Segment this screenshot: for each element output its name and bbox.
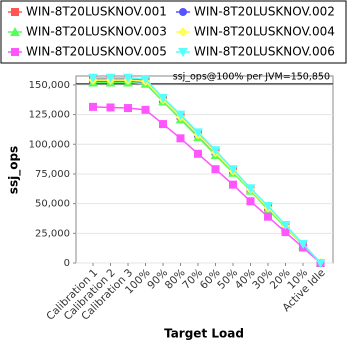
- legend-marker: [178, 48, 188, 58]
- y-tick-label: 0: [64, 258, 70, 269]
- data-point: [88, 73, 98, 83]
- data-point: [264, 212, 272, 221]
- legend-label: WIN-8T20LUSKNOV.003: [26, 25, 167, 39]
- legend-marker: [10, 26, 20, 36]
- legend-label: WIN-8T20LUSKNOV.005: [26, 45, 167, 59]
- legend-label: WIN-8T20LUSKNOV.004: [194, 25, 335, 39]
- data-point: [141, 105, 150, 114]
- data-point: [89, 102, 97, 111]
- data-point: [124, 104, 132, 113]
- legend-marker: [178, 27, 188, 37]
- data-point: [193, 128, 203, 138]
- legend-label: WIN-8T20LUSKNOV.006: [194, 45, 335, 59]
- legend-label: WIN-8T20LUSKNOV.001: [26, 5, 167, 19]
- legend-marker: [179, 8, 187, 16]
- data-point: [158, 93, 168, 104]
- data-point: [159, 120, 167, 129]
- data-point: [105, 73, 116, 83]
- legend-label: WIN-8T20LUSKNOV.002: [194, 5, 335, 19]
- y-tick-label: 150,000: [29, 80, 70, 91]
- legend-marker: [11, 48, 19, 56]
- data-point: [298, 240, 308, 250]
- data-point: [245, 184, 256, 194]
- y-tick-label: 25,000: [35, 228, 70, 239]
- y-tick-label: 125,000: [29, 110, 70, 121]
- data-point: [263, 202, 273, 212]
- data-point: [246, 197, 255, 206]
- legend-marker: [11, 8, 19, 16]
- data-point: [140, 74, 151, 85]
- data-point: [175, 110, 186, 120]
- data-point: [229, 180, 237, 189]
- data-point: [123, 73, 133, 83]
- x-axis-label: Target Load: [164, 327, 244, 341]
- annotation: ssj_ops@100% per JVM=150,850: [173, 71, 330, 82]
- data-point: [228, 165, 238, 175]
- data-point: [210, 146, 221, 156]
- data-point: [315, 259, 326, 269]
- legend-box: [0, 0, 347, 64]
- data-point: [176, 134, 185, 143]
- data-point: [280, 221, 291, 231]
- data-point: [211, 165, 220, 174]
- data-point: [194, 149, 202, 158]
- y-tick-label: 50,000: [35, 199, 70, 210]
- data-point: [106, 103, 115, 112]
- y-tick-label: 75,000: [35, 169, 70, 180]
- y-tick-label: 100,000: [29, 139, 70, 150]
- y-axis-label: ssj_ops: [7, 146, 22, 194]
